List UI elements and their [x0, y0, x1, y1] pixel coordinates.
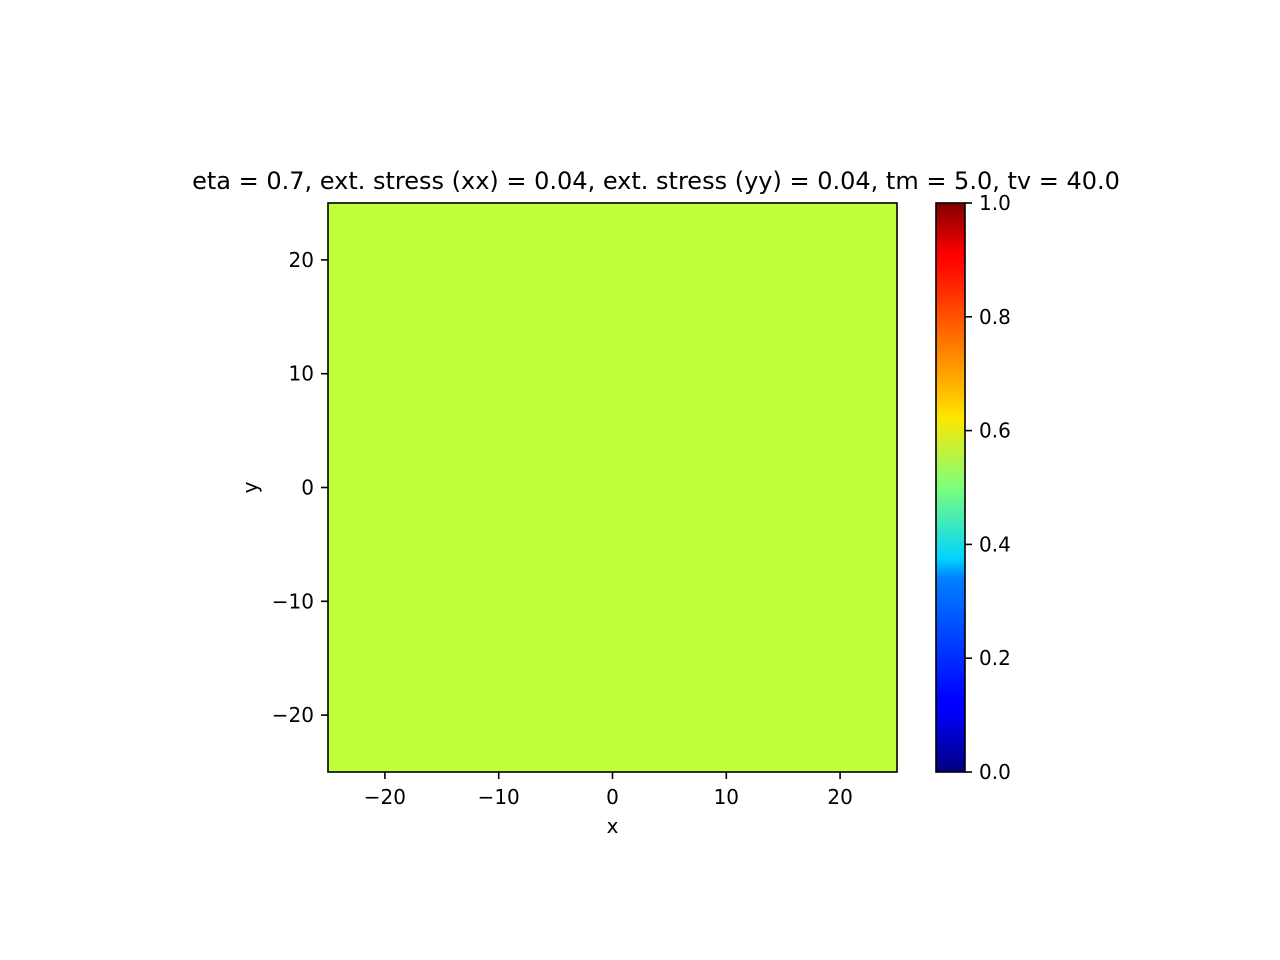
x-tick-label: 10 [714, 785, 739, 809]
x-tick-label: −20 [364, 785, 406, 809]
chart-title-group: eta = 0.7, ext. stress (xx) = 0.04, ext.… [192, 167, 1120, 195]
x-axis: −20 −10 0 10 20 [364, 772, 853, 809]
chart-title: eta = 0.7, ext. stress (xx) = 0.04, ext.… [192, 167, 1120, 195]
y-tick-label: 10 [289, 362, 314, 386]
colorbar: 0.0 0.2 0.4 0.6 0.8 1.0 [935, 191, 1011, 784]
plot-area [327, 202, 898, 773]
y-axis: −20 −10 0 10 20 [272, 248, 328, 727]
y-tick-label: 0 [301, 476, 314, 500]
y-tick-label: −20 [272, 703, 314, 727]
colorbar-tick-label: 0.8 [979, 305, 1011, 329]
y-axis-label: y [238, 481, 262, 493]
colorbar-gradient [936, 203, 965, 772]
y-tick-label: 20 [289, 248, 314, 272]
x-axis-label: x [607, 814, 619, 838]
colorbar-tick-label: 0.2 [979, 646, 1011, 670]
x-tick-label: 0 [606, 785, 619, 809]
x-tick-label: 20 [827, 785, 852, 809]
colorbar-tick-label: 1.0 [979, 191, 1011, 215]
x-tick-label: −10 [478, 785, 520, 809]
colorbar-tick-label: 0.6 [979, 419, 1011, 443]
colorbar-tick-label: 0.4 [979, 532, 1011, 556]
colorbar-tick-label: 0.0 [979, 760, 1011, 784]
colorbar-frame [935, 202, 966, 773]
heatmap-field [328, 203, 897, 772]
y-tick-label: −10 [272, 589, 314, 613]
colorbar-ticks: 0.0 0.2 0.4 0.6 0.8 1.0 [965, 191, 1011, 784]
